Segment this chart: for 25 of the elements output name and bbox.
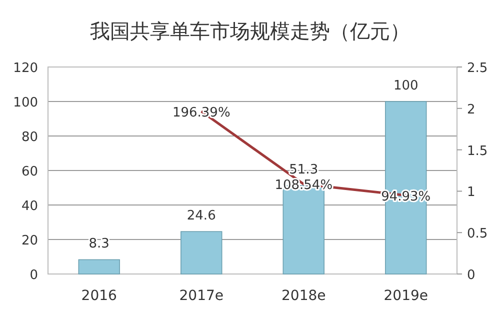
- chart-title: 我国共享单车市场规模走势（亿元）: [90, 19, 410, 43]
- data-label: 108.54%: [274, 178, 333, 194]
- data-label: 51.3: [289, 162, 318, 178]
- y-tick-label: 80: [21, 130, 38, 145]
- data-label: 8.3: [88, 236, 110, 252]
- y-tick-label: 60: [21, 164, 38, 180]
- y-tick-label: 0: [30, 268, 38, 283]
- y2-tick-label: 1.5: [467, 144, 488, 159]
- x-tick-label: 2016: [81, 288, 118, 304]
- bar: [180, 231, 222, 274]
- x-tick-label: 2018e: [282, 288, 326, 304]
- x-tick-label: 2017e: [179, 288, 224, 304]
- y-tick-label: 20: [21, 234, 38, 248]
- y-tick-label: 120: [13, 61, 38, 76]
- data-label: 24.6: [186, 208, 216, 224]
- y2-tick-label: 0.5: [467, 226, 488, 242]
- y2-tick-label: 1: [467, 185, 476, 200]
- x-tick-label: 2019e: [384, 288, 428, 304]
- y2-tick-label: 2: [467, 102, 476, 118]
- y-tick-label: 100: [13, 96, 38, 110]
- y2-tick-label: 0: [467, 268, 476, 283]
- y2-tick-label: 2.5: [467, 61, 488, 76]
- y-tick-label: 40: [21, 199, 38, 214]
- data-label: 100: [393, 78, 418, 94]
- bar: [78, 259, 120, 274]
